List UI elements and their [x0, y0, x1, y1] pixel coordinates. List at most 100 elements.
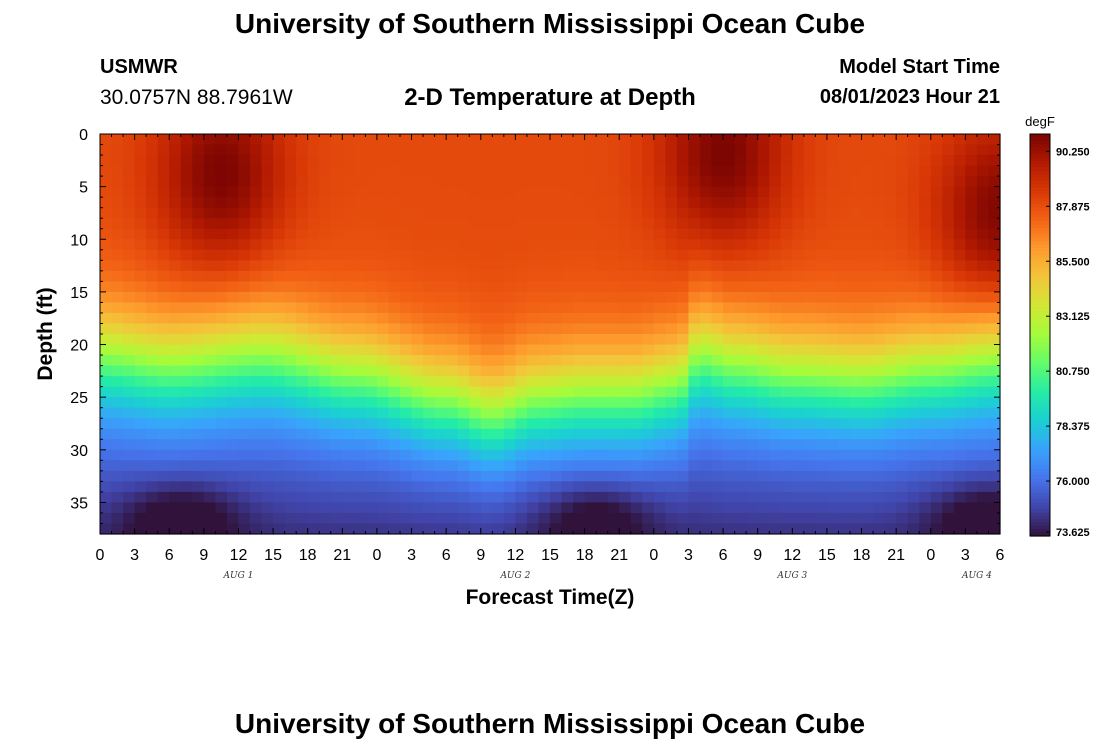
heatmap-cell — [469, 313, 481, 324]
heatmap-cell — [204, 513, 216, 524]
heatmap-cell — [619, 323, 631, 334]
heatmap-cell — [700, 250, 712, 261]
heatmap-cell — [654, 439, 666, 450]
heatmap-cell — [354, 229, 366, 240]
heatmap-cell — [758, 302, 770, 313]
heatmap-cell — [585, 302, 597, 313]
heatmap-cell — [538, 218, 550, 229]
heatmap-cell — [654, 197, 666, 208]
heatmap-cell — [631, 134, 643, 145]
heatmap-cell — [285, 355, 297, 366]
heatmap-cell — [342, 239, 354, 250]
heatmap-cell — [608, 155, 620, 166]
heatmap-cell — [412, 334, 424, 345]
heatmap-cell — [827, 502, 839, 513]
heatmap-cell — [538, 418, 550, 429]
heatmap-cell — [562, 460, 574, 471]
heatmap-cell — [458, 197, 470, 208]
heatmap-cell — [619, 481, 631, 492]
heatmap-cell — [873, 502, 885, 513]
heatmap-cell — [562, 513, 574, 524]
heatmap-cell — [596, 271, 608, 282]
heatmap-cell — [931, 134, 943, 145]
heatmap-cell — [631, 229, 643, 240]
heatmap-cell — [388, 481, 400, 492]
heatmap-cell — [135, 450, 147, 461]
heatmap-cell — [192, 429, 204, 440]
heatmap-cell — [412, 281, 424, 292]
heatmap-cell — [458, 134, 470, 145]
heatmap-cell — [896, 176, 908, 187]
heatmap-cell — [400, 408, 412, 419]
heatmap-cell — [758, 523, 770, 534]
heatmap-cell — [988, 271, 1000, 282]
heatmap-cell — [885, 387, 897, 398]
heatmap-cell — [885, 176, 897, 187]
heatmap-cell — [492, 513, 504, 524]
heatmap-cell — [977, 345, 989, 356]
heatmap-cell — [458, 345, 470, 356]
heatmap-cell — [735, 366, 747, 377]
heatmap-cell — [435, 418, 447, 429]
heatmap-cell — [665, 145, 677, 156]
heatmap-cell — [262, 366, 274, 377]
heatmap-cell — [169, 176, 181, 187]
heatmap-cell — [112, 166, 124, 177]
heatmap-cell — [896, 502, 908, 513]
heatmap-cell — [885, 208, 897, 219]
heatmap-cell — [342, 513, 354, 524]
heatmap-cell — [146, 134, 158, 145]
heatmap-cell — [423, 408, 435, 419]
heatmap-cell — [331, 397, 343, 408]
heatmap-cell — [562, 260, 574, 271]
heatmap-cell — [365, 387, 377, 398]
heatmap-cell — [873, 376, 885, 387]
heatmap-cell — [562, 271, 574, 282]
heatmap-cell — [988, 523, 1000, 534]
heatmap-cell — [712, 250, 724, 261]
heatmap-cell — [365, 492, 377, 503]
heatmap-cell — [965, 229, 977, 240]
heatmap-cell — [319, 492, 331, 503]
heatmap-cell — [446, 408, 458, 419]
heatmap-cell — [412, 502, 424, 513]
heatmap-cell — [654, 302, 666, 313]
heatmap-cell — [631, 166, 643, 177]
heatmap-cell — [896, 471, 908, 482]
heatmap-cell — [562, 429, 574, 440]
heatmap-cell — [608, 492, 620, 503]
heatmap-cell — [423, 418, 435, 429]
heatmap-cell — [954, 176, 966, 187]
heatmap-cell — [977, 281, 989, 292]
heatmap-cell — [838, 355, 850, 366]
heatmap-cell — [700, 208, 712, 219]
heatmap-cell — [365, 250, 377, 261]
heatmap-cell — [412, 460, 424, 471]
heatmap-cell — [977, 397, 989, 408]
heatmap-cell — [642, 302, 654, 313]
heatmap-cell — [700, 523, 712, 534]
heatmap-cell — [412, 187, 424, 198]
heatmap-cell — [827, 176, 839, 187]
heatmap-cell — [815, 334, 827, 345]
heatmap-cell — [285, 313, 297, 324]
heatmap-cell — [388, 239, 400, 250]
heatmap-cell — [735, 302, 747, 313]
heatmap-cell — [504, 313, 516, 324]
heatmap-cell — [250, 313, 262, 324]
heatmap-cell — [515, 134, 527, 145]
heatmap-cell — [746, 355, 758, 366]
heatmap-cell — [423, 387, 435, 398]
heatmap-cell — [331, 355, 343, 366]
heatmap-cell — [723, 313, 735, 324]
heatmap-cell — [700, 387, 712, 398]
heatmap-cell — [481, 513, 493, 524]
heatmap-cell — [100, 492, 112, 503]
heatmap-cell — [342, 323, 354, 334]
heatmap-cell — [573, 281, 585, 292]
heatmap-cell — [562, 523, 574, 534]
heatmap-cell — [158, 323, 170, 334]
heatmap-cell — [192, 134, 204, 145]
heatmap-cell — [515, 155, 527, 166]
heatmap-cell — [550, 481, 562, 492]
